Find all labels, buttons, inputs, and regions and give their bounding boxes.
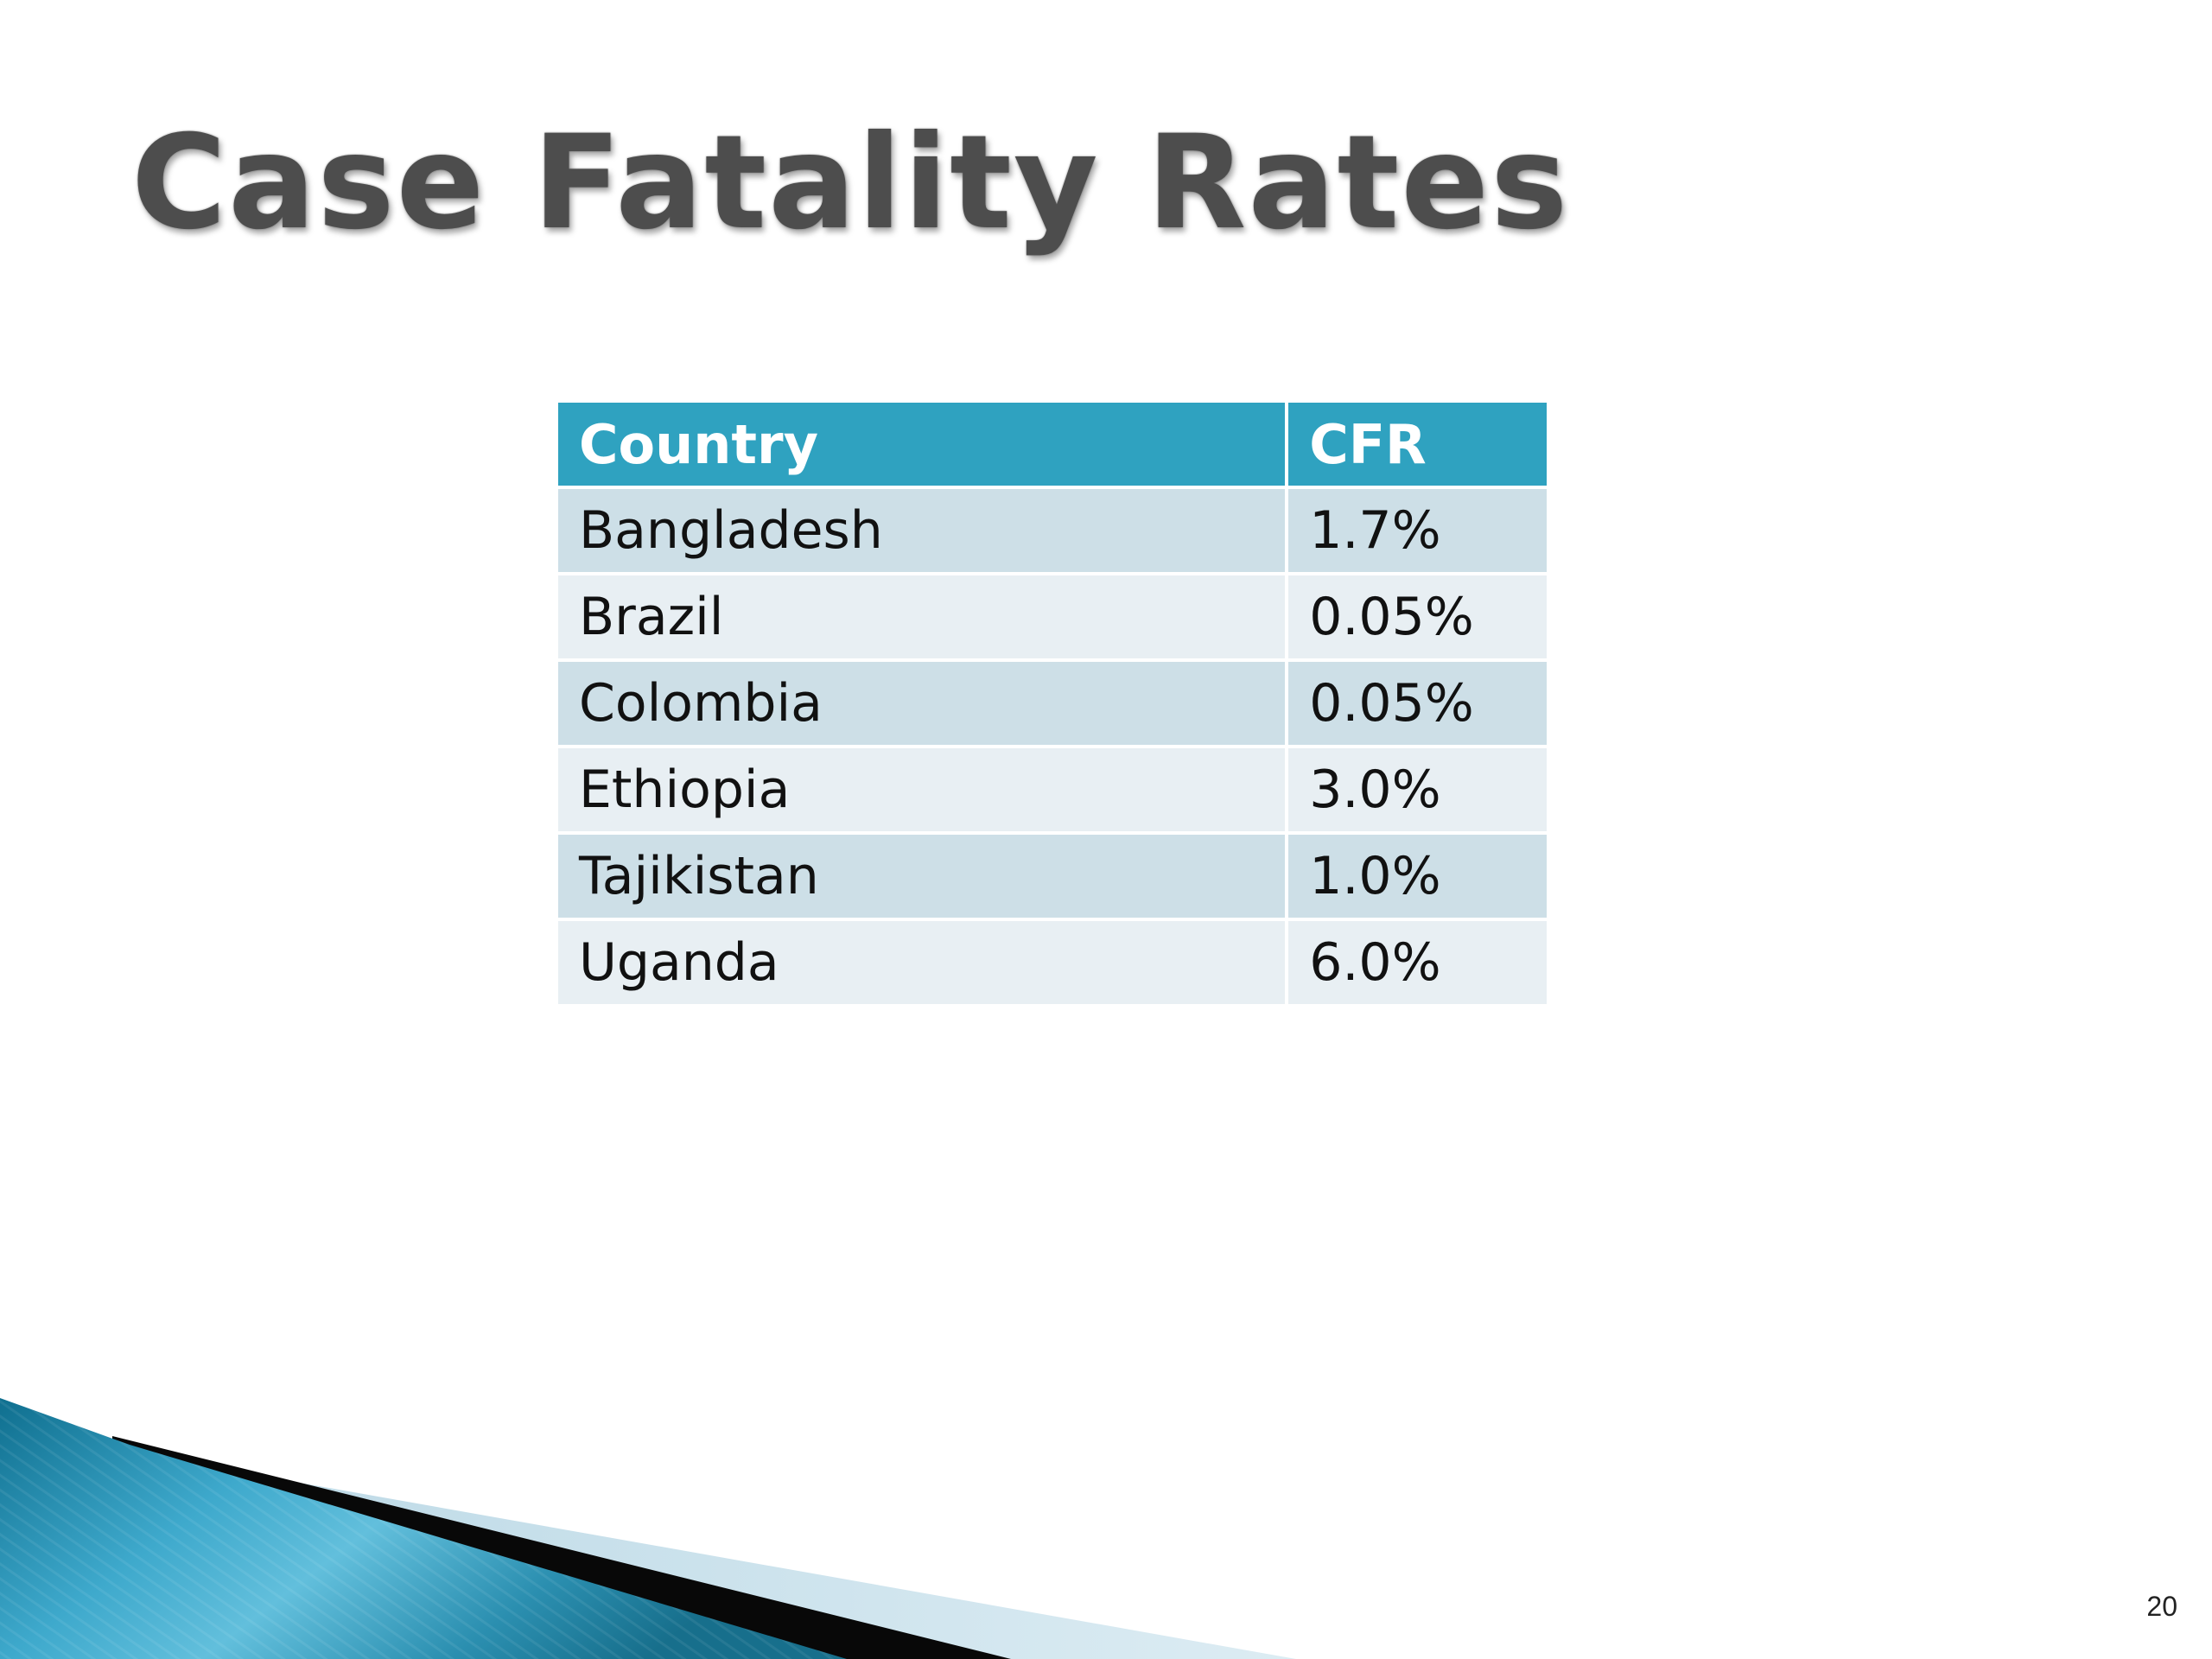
- column-header-cfr: CFR: [1285, 399, 1550, 489]
- cfr-table: Country CFR Bangladesh 1.7% Brazil 0.05%…: [554, 399, 1550, 1007]
- country-cell: Ethiopia: [554, 745, 1289, 835]
- table-row: Brazil 0.05%: [554, 572, 1550, 662]
- teal-band: [0, 1398, 847, 1659]
- country-cell: Bangladesh: [554, 486, 1289, 575]
- country-cell: Tajikistan: [554, 831, 1289, 921]
- slide-title: Case Fatality Rates: [131, 108, 1570, 258]
- column-header-country: Country: [554, 399, 1289, 489]
- cfr-cell: 1.7%: [1285, 486, 1550, 575]
- cfr-cell: 3.0%: [1285, 745, 1550, 835]
- cfr-cell: 1.0%: [1285, 831, 1550, 921]
- table-row: Bangladesh 1.7%: [554, 486, 1550, 575]
- pale-blue-band: [173, 1460, 1296, 1659]
- slide-number: 20: [2146, 1591, 2177, 1622]
- black-band: [112, 1436, 1011, 1659]
- country-cell: Brazil: [554, 572, 1289, 662]
- cfr-cell: 0.05%: [1285, 658, 1550, 748]
- table-row: Tajikistan 1.0%: [554, 831, 1550, 921]
- table-row: Uganda 6.0%: [554, 918, 1550, 1007]
- table-row: Colombia 0.05%: [554, 658, 1550, 748]
- table-row: Ethiopia 3.0%: [554, 745, 1550, 835]
- cfr-cell: 6.0%: [1285, 918, 1550, 1007]
- country-cell: Uganda: [554, 918, 1289, 1007]
- teal-band-texture: [0, 1398, 847, 1659]
- cfr-cell: 0.05%: [1285, 572, 1550, 662]
- table-header-row: Country CFR: [554, 399, 1550, 489]
- country-cell: Colombia: [554, 658, 1289, 748]
